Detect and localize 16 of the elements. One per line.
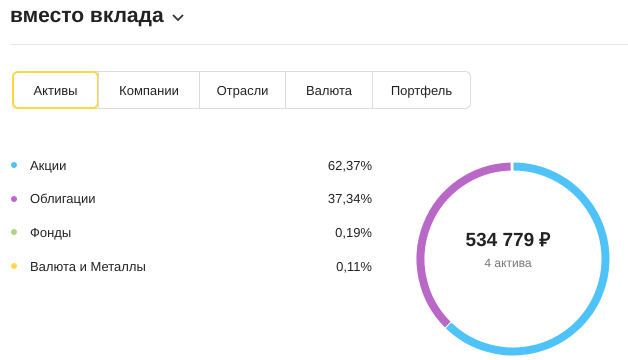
data-label: 37,34% <box>328 191 372 206</box>
text: Портфель <box>372 72 470 108</box>
legend-label: Фонды <box>30 224 72 240</box>
text: Валюта <box>285 72 372 108</box>
data-label: 0,11% <box>336 258 372 274</box>
text: 534 779 ₽ <box>464 229 552 252</box>
text: Отрасли <box>199 72 285 108</box>
legend-label: Акции <box>30 158 68 172</box>
data-label: 0,19% <box>335 224 372 240</box>
chart-title: вместо вклада <box>10 4 164 28</box>
data-label: 62,37% <box>328 158 372 172</box>
text: Активы <box>13 72 98 108</box>
text: Компании <box>98 72 199 108</box>
legend-label: Валюта и Металлы <box>30 258 147 274</box>
legend-label: Облигации <box>30 191 96 206</box>
text: 4 актива <box>483 256 533 270</box>
